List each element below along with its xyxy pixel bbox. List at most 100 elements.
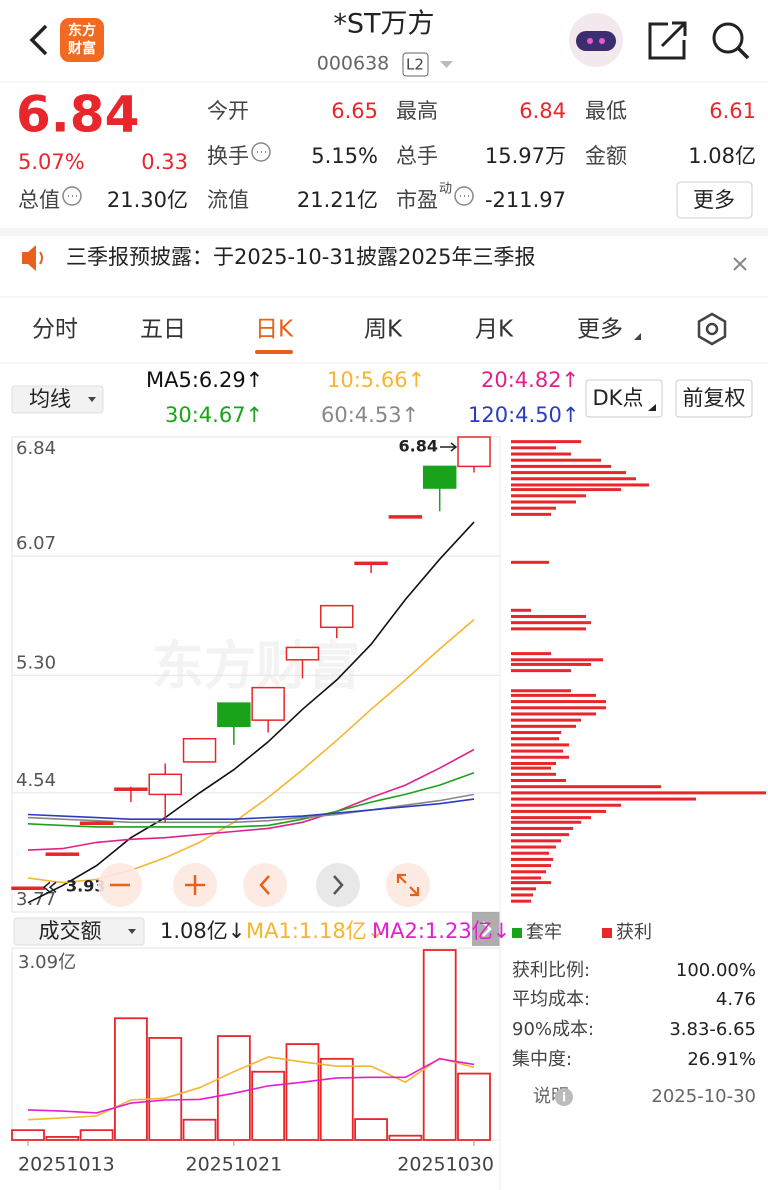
candle-body bbox=[11, 886, 45, 890]
chip-bar bbox=[511, 857, 553, 861]
ma-label: 20:4.82↑ bbox=[481, 368, 579, 392]
share-icon[interactable] bbox=[648, 21, 687, 60]
ma-label: 30:4.67↑ bbox=[165, 403, 263, 427]
candle-body bbox=[79, 821, 114, 826]
chip-bar bbox=[511, 797, 696, 801]
stat-value: 4.76 bbox=[716, 989, 756, 1010]
field-value: 15.97万 bbox=[485, 144, 566, 168]
chip-bar bbox=[511, 506, 556, 510]
expand-icon bbox=[482, 921, 492, 937]
field-label: 换手 bbox=[207, 144, 249, 168]
volume-ma-label: MA2:1.23亿↓ bbox=[372, 919, 510, 943]
settings-icon[interactable] bbox=[697, 312, 727, 346]
avatar-visor bbox=[576, 31, 616, 51]
chip-bar bbox=[511, 743, 569, 747]
tab[interactable]: 五日 bbox=[140, 317, 186, 343]
avatar-eye bbox=[599, 38, 605, 44]
field-value: 6.84 bbox=[519, 99, 566, 123]
chip-bar bbox=[511, 614, 586, 618]
candle-body bbox=[457, 436, 491, 468]
stat-label: 获利比例: bbox=[512, 960, 590, 981]
adjust-button[interactable] bbox=[675, 379, 753, 418]
indicator-selector-label[interactable]: 均线 bbox=[29, 387, 71, 411]
speaker-wave bbox=[39, 251, 43, 265]
chip-bar bbox=[511, 899, 531, 903]
prev-button[interactable] bbox=[243, 863, 287, 907]
chip-bar bbox=[511, 820, 581, 824]
legend-label: 套牢 bbox=[526, 922, 562, 943]
volume-current: 1.08亿↓ bbox=[160, 919, 245, 943]
volume-ma-label: MA1:1.18亿↓ bbox=[246, 919, 384, 943]
chip-bar bbox=[511, 778, 566, 782]
chip-bar bbox=[511, 706, 606, 710]
volume-ma-line bbox=[27, 1056, 475, 1121]
chip-bar bbox=[511, 608, 531, 612]
tab[interactable]: 周K bbox=[364, 317, 403, 343]
candle-body bbox=[114, 787, 148, 791]
y-tick-label: 5.30 bbox=[16, 652, 56, 673]
more-button[interactable] bbox=[676, 181, 753, 219]
candle-body bbox=[285, 646, 320, 661]
max-arrow bbox=[440, 442, 458, 452]
close-notice[interactable] bbox=[733, 257, 747, 271]
field-label: 流值 bbox=[207, 188, 249, 212]
adjust-button-label[interactable]: 前复权 bbox=[683, 386, 746, 410]
volume-selector[interactable] bbox=[13, 917, 145, 946]
chip-bar bbox=[511, 803, 621, 807]
dk-button-label[interactable]: DK点 bbox=[593, 386, 644, 410]
change-percent: 5.07% bbox=[18, 150, 85, 174]
tab[interactable]: 日K bbox=[255, 317, 294, 343]
min-arrow bbox=[42, 881, 57, 893]
info-icon-glyph: i bbox=[562, 1091, 566, 1105]
field-label: 总手 bbox=[396, 144, 438, 168]
x-tick-label: 20251030 bbox=[397, 1154, 494, 1176]
volume-bar bbox=[319, 1057, 354, 1141]
volume-bar bbox=[79, 1129, 114, 1141]
chip-bar bbox=[511, 724, 576, 728]
next-icon bbox=[333, 875, 344, 895]
badge-box bbox=[402, 52, 429, 77]
tab[interactable]: 更多 bbox=[577, 317, 623, 343]
chip-bar bbox=[511, 494, 586, 498]
candle-body bbox=[422, 465, 457, 489]
info-icon[interactable] bbox=[555, 1088, 573, 1106]
chip-bar bbox=[511, 652, 551, 656]
chip-bar bbox=[511, 627, 586, 631]
fullscreen-button[interactable] bbox=[386, 863, 430, 907]
dk-button[interactable] bbox=[585, 379, 663, 418]
chip-bar bbox=[511, 440, 581, 444]
expand-button[interactable] bbox=[472, 912, 500, 946]
dropdown-arrow[interactable] bbox=[440, 61, 453, 68]
price: 6.84 bbox=[16, 86, 139, 144]
indicator-selector[interactable] bbox=[11, 385, 104, 414]
back-button[interactable] bbox=[29, 24, 48, 56]
volume-selector-label[interactable]: 成交额 bbox=[39, 919, 102, 943]
chip-bar bbox=[511, 693, 596, 697]
search-icon[interactable] bbox=[712, 22, 744, 54]
candle-body bbox=[354, 561, 388, 566]
tab[interactable]: 月K bbox=[475, 317, 514, 343]
volume-bar bbox=[148, 1037, 183, 1141]
chip-bar bbox=[511, 731, 561, 735]
tab[interactable]: 分时 bbox=[32, 317, 78, 343]
volume-bar bbox=[45, 1136, 80, 1141]
info-icon bbox=[62, 186, 82, 206]
x-tick-label: 20251021 bbox=[185, 1154, 282, 1176]
candle-body bbox=[148, 773, 182, 796]
separator bbox=[0, 228, 768, 236]
candle-body bbox=[45, 852, 80, 856]
chip-bar bbox=[511, 761, 556, 765]
ma-line bbox=[27, 748, 475, 851]
info-icon bbox=[251, 142, 271, 162]
chip-bar bbox=[511, 833, 569, 837]
next-button[interactable] bbox=[316, 863, 360, 907]
fullscreen-icon bbox=[396, 873, 420, 897]
field-value: 5.15% bbox=[311, 144, 378, 168]
chip-bar bbox=[511, 749, 563, 753]
stat-label: 集中度: bbox=[512, 1049, 572, 1070]
more-button-label[interactable]: 更多 bbox=[693, 188, 735, 212]
search-icon-handle bbox=[736, 46, 750, 60]
stat-label: 平均成本: bbox=[512, 989, 590, 1010]
notice[interactable]: 三季报预披露：于2025-10-31披露2025年三季报 bbox=[66, 245, 535, 269]
